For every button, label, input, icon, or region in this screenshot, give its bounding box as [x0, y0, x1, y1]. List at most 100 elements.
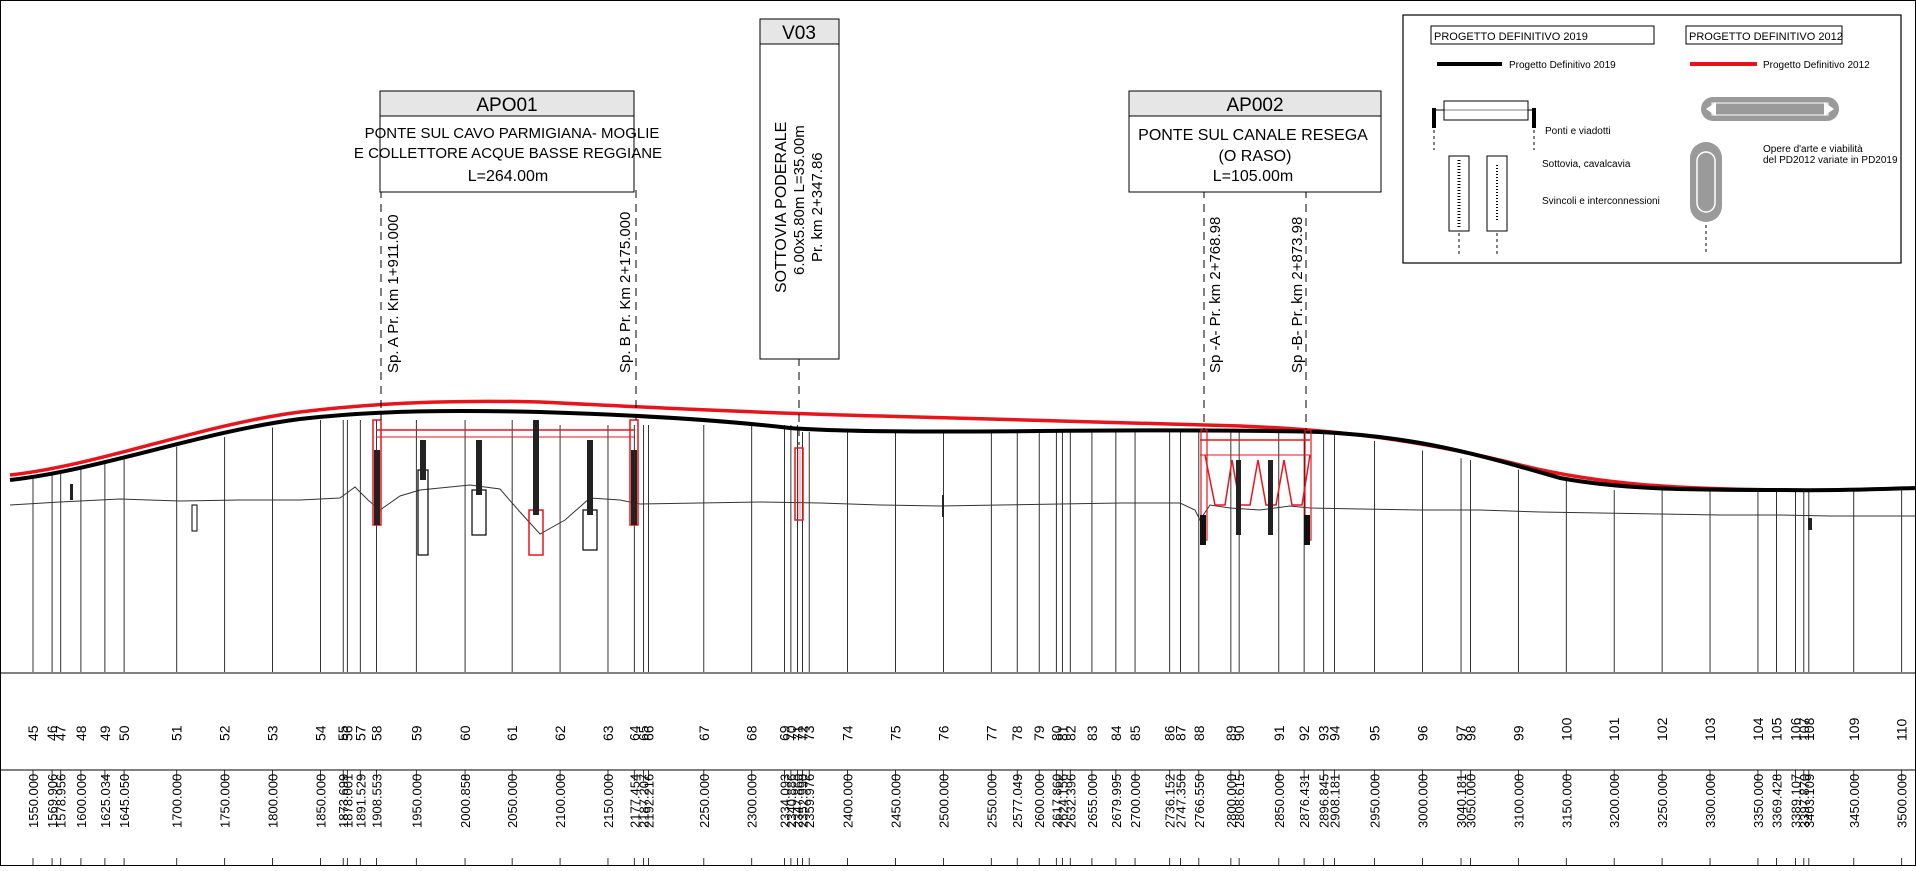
station-number: 103 — [1702, 717, 1718, 741]
station-number: 87 — [1172, 725, 1188, 741]
v03-line1: SOTTOVIA PODERALE — [773, 122, 790, 293]
ap002-line2: (O RASO) — [1219, 148, 1292, 165]
station-number: 53 — [265, 725, 281, 741]
station-number: 78 — [1009, 725, 1025, 741]
station-distance: 2950.000 — [1368, 774, 1383, 828]
apo01-marker-b: Sp. B Pr. Km 2+175.000 — [617, 212, 634, 373]
station-distance: 3250.000 — [1655, 774, 1670, 828]
station-number: 70 — [783, 725, 799, 741]
station-labels: 45 1550.000 46 1569.906 47 1578.956 48 1600.000… — [25, 717, 1910, 866]
bridge-apo01-structure — [372, 419, 639, 556]
station-distance: 2747.350 — [1173, 774, 1188, 828]
station-distance: 2896.845 — [1317, 774, 1332, 828]
station-number: 81 — [1054, 725, 1070, 741]
station-distance: 3403.109 — [1802, 774, 1817, 828]
legend-opere-1: Opere d'arte e viabilità — [1763, 144, 1863, 155]
station-number: 88 — [1191, 725, 1207, 741]
station-distance: 1578.956 — [54, 774, 69, 828]
station-distance: 2624.156 — [1055, 774, 1070, 828]
station-distance: 2655.000 — [1085, 774, 1100, 828]
station-number: 82 — [1062, 725, 1078, 741]
underpass-v03-structure — [794, 447, 804, 521]
profile-pd2019-line — [9, 408, 1916, 493]
station-number: 96 — [1415, 725, 1431, 741]
station-number: 56 — [339, 725, 355, 741]
station-number: 106 — [1787, 717, 1803, 741]
station-distance: 2352.990 — [796, 774, 811, 828]
station-distance: 2500.000 — [936, 774, 951, 828]
station-distance: 2736.152 — [1163, 774, 1178, 828]
station-number: 79 — [1031, 725, 1047, 741]
station-distance: 2632.396 — [1063, 774, 1078, 828]
station-distance: 2177.454 — [627, 774, 642, 828]
station-distance: 2300.000 — [745, 774, 760, 828]
station-distance: 1750.000 — [218, 774, 233, 828]
station-distance: 1950.000 — [409, 774, 424, 828]
station-distance: 3397.870 — [1797, 774, 1812, 828]
station-distance: 3300.000 — [1703, 774, 1718, 828]
station-number: 77 — [983, 725, 999, 741]
station-number: 46 — [44, 725, 60, 741]
station-number: 108 — [1801, 717, 1817, 741]
station-distance: 3500.000 — [1895, 774, 1910, 828]
ap002-marker-b: Sp -B- Pr. km 2+873.98 — [1289, 217, 1306, 373]
apo01-line1: PONTE SUL CAVO PARMIGIANA- MOGLIE — [365, 125, 660, 142]
station-number: 74 — [840, 725, 856, 741]
callout-ap002: AP002 PONTE SUL CANALE RESEGA (O RASO) L… — [1128, 90, 1382, 193]
station-number: 98 — [1462, 725, 1478, 741]
station-number: 50 — [116, 725, 132, 741]
station-lines — [32, 420, 1903, 672]
bridge-symbol-icon — [1432, 100, 1536, 150]
marker-detail — [191, 504, 198, 532]
station-number: 47 — [53, 725, 69, 741]
station-number: 64 — [626, 725, 642, 741]
station-number: 75 — [887, 725, 903, 741]
station-distance: 2800.000 — [1224, 774, 1239, 828]
station-number: 85 — [1127, 725, 1143, 741]
station-distance: 3350.000 — [1751, 774, 1766, 828]
station-distance: 1908.553 — [370, 774, 385, 828]
station-number: 110 — [1894, 718, 1910, 741]
legend-opere-2: del PD2012 variate in PD2019 — [1763, 155, 1898, 166]
station-distance: 2192.216 — [641, 774, 656, 828]
station-number: 45 — [25, 725, 41, 741]
ap002-line3: L=105.00m — [1213, 168, 1294, 185]
legend-svincoli: Svincoli e interconnessioni — [1542, 196, 1660, 207]
station-number: 109 — [1846, 717, 1862, 741]
station-distance: 3200.000 — [1607, 774, 1622, 828]
station-number: 58 — [369, 725, 385, 741]
legend-header-2019: PROGETTO DEFINITIVO 2019 — [1434, 31, 1588, 43]
v03-title: V03 — [782, 23, 816, 44]
apo01-marker-a: Sp. A Pr. Km 1+911.000 — [385, 214, 402, 373]
station-number: 62 — [552, 725, 568, 741]
station-number: 107 — [1796, 717, 1812, 741]
underpass-symbol-icon — [1448, 155, 1508, 255]
varied-works-symbol-icon — [1690, 97, 1839, 255]
station-number: 86 — [1162, 725, 1178, 741]
station-distance: 3100.000 — [1511, 774, 1526, 828]
station-number: 83 — [1084, 725, 1100, 741]
station-number: 54 — [312, 725, 328, 741]
ground-line — [9, 484, 1916, 535]
station-distance: 1873.699 — [336, 774, 351, 828]
station-number: 95 — [1367, 725, 1383, 741]
station-number: 92 — [1296, 725, 1312, 741]
station-number: 69 — [776, 725, 792, 741]
station-number: 76 — [935, 725, 951, 741]
station-distance: 1700.000 — [170, 774, 185, 828]
station-number: 57 — [352, 725, 368, 741]
station-distance: 2050.000 — [505, 774, 520, 828]
station-number: 55 — [335, 725, 351, 741]
ap002-line1: PONTE SUL CANALE RESEGA — [1138, 127, 1368, 144]
station-distance: 3369.428 — [1770, 774, 1785, 828]
station-distance: 2187.207 — [637, 774, 652, 828]
station-distance: 3389.107 — [1788, 774, 1803, 828]
station-distance: 2347.860 — [791, 774, 806, 828]
station-number: 59 — [408, 725, 424, 741]
station-distance: 2766.550 — [1192, 774, 1207, 828]
station-distance: 2334.093 — [777, 774, 792, 828]
profile-pd2012-line — [9, 399, 1916, 493]
ap002-marker-a: Sp -A- Pr. km 2+768.98 — [1207, 217, 1224, 373]
